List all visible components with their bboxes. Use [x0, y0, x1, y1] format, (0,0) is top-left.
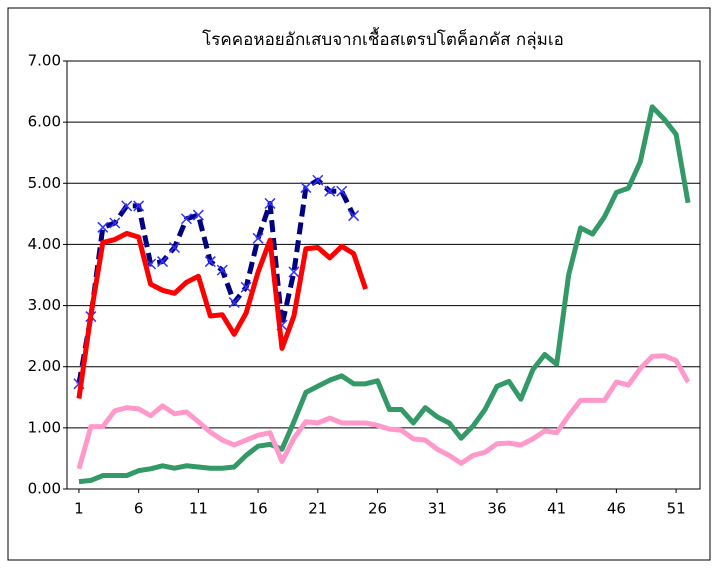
y-tick-label: 6.00 [28, 113, 61, 131]
x-tick-label: 21 [308, 500, 327, 518]
x-tick-label: 6 [134, 500, 144, 518]
y-tick-label: 5.00 [28, 174, 61, 192]
point-marker [300, 182, 312, 194]
x-tick-label: 26 [368, 500, 387, 518]
point-marker [180, 213, 192, 225]
point-marker [109, 217, 121, 229]
y-tick-label: 3.00 [28, 296, 61, 314]
point-marker [192, 209, 204, 221]
point-marker [133, 200, 145, 212]
chart-frame [7, 7, 711, 561]
y-tick-label: 0.00 [28, 480, 61, 498]
point-marker [252, 232, 264, 244]
plot-area [66, 60, 701, 490]
point-marker [228, 296, 240, 309]
point-marker [204, 256, 216, 268]
point-marker [264, 197, 276, 209]
point-marker [97, 221, 109, 233]
y-tick-label: 2.00 [28, 357, 61, 375]
series-line [76, 353, 691, 470]
point-marker [312, 174, 324, 186]
x-tick-label: 11 [189, 500, 208, 518]
series-line [76, 230, 368, 399]
point-marker [157, 256, 169, 268]
point-marker [324, 185, 336, 197]
x-tick-label: 1 [74, 500, 84, 518]
x-tick-label: 16 [249, 500, 268, 518]
chart-title: โรคคอหอยอักเสบจากเชื้อสเตรปโตค็อกคัส กลุ… [202, 27, 564, 50]
y-tick-label: 1.00 [28, 418, 61, 436]
point-marker [348, 210, 360, 222]
point-marker [288, 266, 300, 278]
point-marker [121, 200, 133, 212]
x-tick-label: 46 [607, 500, 626, 518]
point-marker [336, 185, 348, 197]
point-marker [168, 241, 181, 254]
x-tick-label: 31 [428, 500, 447, 518]
x-tick-label: 36 [487, 500, 506, 518]
point-marker [216, 264, 228, 276]
x-tick-label: 51 [667, 500, 686, 518]
series-line [78, 104, 691, 485]
point-marker [240, 281, 252, 293]
y-tick-label: 4.00 [28, 235, 61, 253]
y-tick-label: 7.00 [28, 52, 61, 70]
x-tick-label: 41 [547, 500, 566, 518]
